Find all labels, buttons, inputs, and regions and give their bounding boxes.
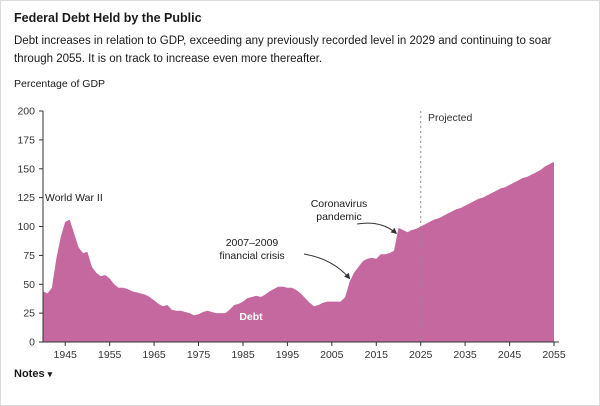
y-axis-tick-label: 125 — [17, 192, 35, 204]
projected-label: Projected — [428, 112, 473, 124]
caret-down-icon: ▾ — [47, 368, 53, 379]
page-title: Federal Debt Held by the Public — [14, 11, 202, 25]
chart-subtitle: Debt increases in relation to GDP, excee… — [14, 35, 552, 65]
x-axis-tick-label: 1965 — [142, 349, 166, 361]
annotation-arrow — [303, 253, 351, 280]
x-axis-tick-label: 2005 — [320, 349, 344, 361]
annotation-line-2: financial crisis — [219, 249, 285, 262]
y-axis-tick-label: 175 — [17, 134, 35, 146]
y-axis-tick-label: 50 — [23, 279, 35, 291]
y-axis-tick-label: 25 — [23, 308, 35, 320]
annotation-arrow — [356, 222, 398, 235]
x-axis-tick-label: 1985 — [231, 349, 255, 361]
x-axis-tick-label: 2015 — [365, 349, 389, 361]
annotation-line-1: Coronavirus — [310, 198, 368, 210]
y-axis-tick-label: 200 — [17, 106, 35, 118]
debt-area — [43, 161, 554, 342]
y-axis-title: Percentage of GDP — [14, 78, 106, 90]
y-axis-tick-label: 100 — [17, 221, 35, 233]
annotation-coronavirus-pandemic: Coronavirus pandemic — [302, 198, 376, 223]
x-axis-tick-label: 2025 — [409, 349, 433, 361]
series-label-debt: Debt — [239, 311, 263, 323]
x-axis-tick-label: 2055 — [542, 349, 566, 361]
annotation-line-1: 2007–2009 — [225, 237, 279, 249]
y-axis-tick-label: 150 — [17, 163, 35, 175]
notes-toggle[interactable]: Notes ▾ — [14, 368, 52, 380]
x-axis-tick-label: 2045 — [498, 349, 522, 361]
y-axis-tick-label: 0 — [29, 337, 35, 349]
x-axis-tick-label: 1975 — [187, 349, 211, 361]
x-axis-tick-label: 1945 — [54, 349, 78, 361]
x-axis-tick-label: 2035 — [453, 349, 477, 361]
x-axis-tick-label: 1995 — [276, 349, 300, 361]
notes-label: Notes — [14, 368, 45, 380]
annotation-line-2: pandemic — [316, 210, 362, 223]
y-axis-tick-label: 75 — [23, 250, 35, 262]
annotation-world-war-ii: World War II — [45, 192, 103, 204]
x-axis-tick-label: 1955 — [98, 349, 122, 361]
annotation-financial-crisis: 2007–2009 financial crisis — [206, 237, 298, 262]
